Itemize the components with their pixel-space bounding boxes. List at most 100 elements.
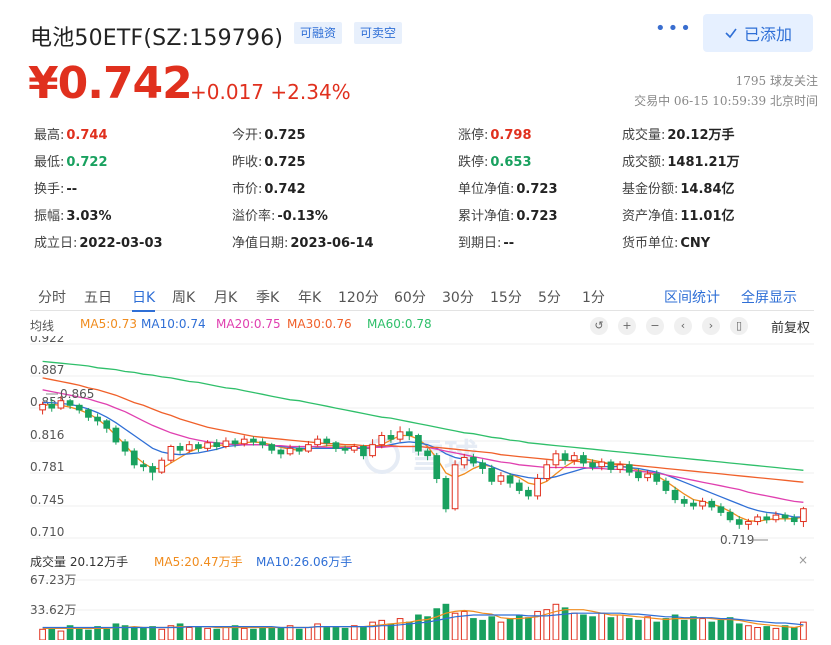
- ma-legend-item: MA60:0.78: [367, 317, 432, 331]
- volume-bar: [195, 626, 202, 641]
- zoom-in-icon[interactable]: +: [618, 317, 636, 335]
- stat-label: 成立日:: [34, 236, 78, 251]
- tab-period[interactable]: 30分: [442, 290, 474, 306]
- prev-icon[interactable]: ‹: [674, 317, 692, 335]
- candle-body: [561, 453, 569, 461]
- volume-bar: [85, 629, 92, 641]
- next-icon[interactable]: ›: [702, 317, 720, 335]
- volume-bar: [488, 616, 496, 641]
- kline-chart[interactable]: 0.922 0.887 0.852 0.816 0.781 0.745 0.710 雪球 0.8…: [30, 331, 814, 547]
- volume-bar: [726, 617, 734, 641]
- stat-label: 成交量:: [622, 128, 666, 143]
- volume-bar: [589, 616, 596, 641]
- followers-count[interactable]: 1795 球友关注: [735, 74, 818, 88]
- added-watchlist-button[interactable]: 已添加: [703, 14, 813, 52]
- tab-period[interactable]: 五日: [84, 290, 112, 306]
- volume-tick-label: 33.62万: [30, 603, 76, 617]
- tab-period[interactable]: 15分: [490, 290, 522, 306]
- tab-period[interactable]: 季K: [256, 290, 280, 306]
- volume-bar: [185, 627, 193, 641]
- volume-ma10: MA10:26.06万手: [256, 555, 353, 569]
- volume-bar: [552, 603, 560, 641]
- candle-body: [176, 445, 184, 451]
- tab-period[interactable]: 5分: [538, 290, 561, 306]
- candle-body: [497, 475, 505, 482]
- stat-item: 换手: --: [34, 178, 77, 197]
- short-sell-tag[interactable]: 可卖空: [354, 22, 403, 44]
- tab-period[interactable]: 月K: [214, 290, 238, 306]
- tab-period[interactable]: 60分: [394, 290, 426, 306]
- volume-bar: [745, 625, 752, 641]
- stat-value: 14.84亿: [680, 182, 735, 197]
- candle-body: [708, 500, 716, 508]
- volume-bar: [497, 621, 505, 641]
- candle-body: [525, 489, 532, 497]
- tab-period[interactable]: 日K: [132, 287, 156, 312]
- stat-item: 资产净值: 11.01亿: [622, 205, 735, 224]
- volume-bar: [369, 621, 376, 641]
- range-stats-link[interactable]: 区间统计: [664, 290, 720, 306]
- volume-bar: [240, 627, 248, 641]
- zoom-out-icon[interactable]: −: [646, 317, 664, 335]
- ma-legend-item: MA30:0.76: [287, 317, 352, 331]
- stat-value: 0.742: [264, 182, 306, 197]
- stats-row: 最高: 0.744 今开: 0.725 涨停: 0.798 成交量: 20.12万手: [34, 124, 814, 151]
- margin-tag[interactable]: 可融资: [294, 22, 343, 44]
- change-percent: +2.34%: [270, 80, 351, 104]
- tab-period[interactable]: 周K: [172, 290, 196, 306]
- candle-body: [360, 445, 367, 457]
- candle-body: [460, 456, 468, 466]
- candle-body: [213, 442, 221, 447]
- tab-period[interactable]: 120分: [338, 290, 379, 306]
- stat-label: 昨收:: [232, 155, 263, 170]
- volume-bar: [506, 618, 514, 641]
- stats-row: 换手: -- 市价: 0.742 单位净值: 0.723 基金份额: 14.84亿: [34, 178, 814, 205]
- tab-period[interactable]: 分时: [38, 290, 66, 306]
- volume-bar: [616, 614, 624, 641]
- volume-ma5-line: [42, 609, 804, 630]
- volume-bar: [39, 628, 46, 641]
- reset-icon[interactable]: ↺: [590, 317, 608, 335]
- fullscreen-link[interactable]: 全屏显示: [741, 290, 797, 306]
- volume-bar: [305, 627, 312, 641]
- candle-body: [506, 475, 514, 484]
- volume-bar: [580, 614, 587, 641]
- stat-value: --: [66, 182, 78, 197]
- volume-bar: [405, 621, 413, 641]
- volume-bar: [396, 618, 404, 641]
- more-icon[interactable]: •••: [655, 18, 693, 39]
- candle-body: [405, 431, 413, 437]
- price-change: +0.017 +2.34%: [190, 80, 351, 104]
- stat-value: 0.723: [516, 209, 558, 224]
- volume-bar: [433, 608, 441, 641]
- candle-body: [717, 506, 725, 513]
- stat-item: 成立日: 2022-03-03: [34, 232, 163, 251]
- tab-period[interactable]: 年K: [298, 290, 322, 306]
- candle-body: [387, 435, 395, 440]
- toggle-icon[interactable]: ▯: [730, 317, 748, 335]
- volume-chart[interactable]: 67.23万 33.62万: [30, 570, 814, 641]
- price-row: ¥0.742 +0.017 +2.34% 1795 球友关注 交易中 06-15…: [28, 58, 818, 109]
- stat-value: 20.12万手: [667, 128, 735, 143]
- stats-row: 振幅: 3.03% 溢价率: -0.13% 累计净值: 0.723 资产净值: 11.01亿: [34, 205, 814, 232]
- volume-bar: [644, 616, 651, 641]
- high-annotation: 0.865: [60, 387, 94, 401]
- volume-svg[interactable]: 67.23万 33.62万: [30, 570, 814, 641]
- volume-bar: [790, 627, 798, 641]
- stat-item: 成交额: 1481.21万: [622, 151, 740, 170]
- candle-body: [250, 438, 257, 443]
- candle-body: [763, 516, 771, 521]
- candle-body: [735, 519, 743, 525]
- candle-body: [772, 514, 780, 521]
- adjust-mode[interactable]: 前复权: [770, 321, 810, 336]
- kline-svg[interactable]: 0.9220.8870.8520.8160.7810.7450.710雪球0.8…: [30, 331, 814, 547]
- candle-body: [488, 467, 496, 482]
- candle-body: [442, 478, 450, 510]
- volume-bar: [158, 628, 166, 641]
- close-icon[interactable]: ×: [797, 553, 808, 567]
- trade-status: 交易中 06-15 10:59:39 北京时间: [634, 94, 818, 108]
- candle-body: [332, 442, 340, 449]
- volume-bar: [213, 628, 221, 641]
- tab-period[interactable]: 1分: [582, 290, 605, 306]
- volume-bar: [360, 626, 367, 641]
